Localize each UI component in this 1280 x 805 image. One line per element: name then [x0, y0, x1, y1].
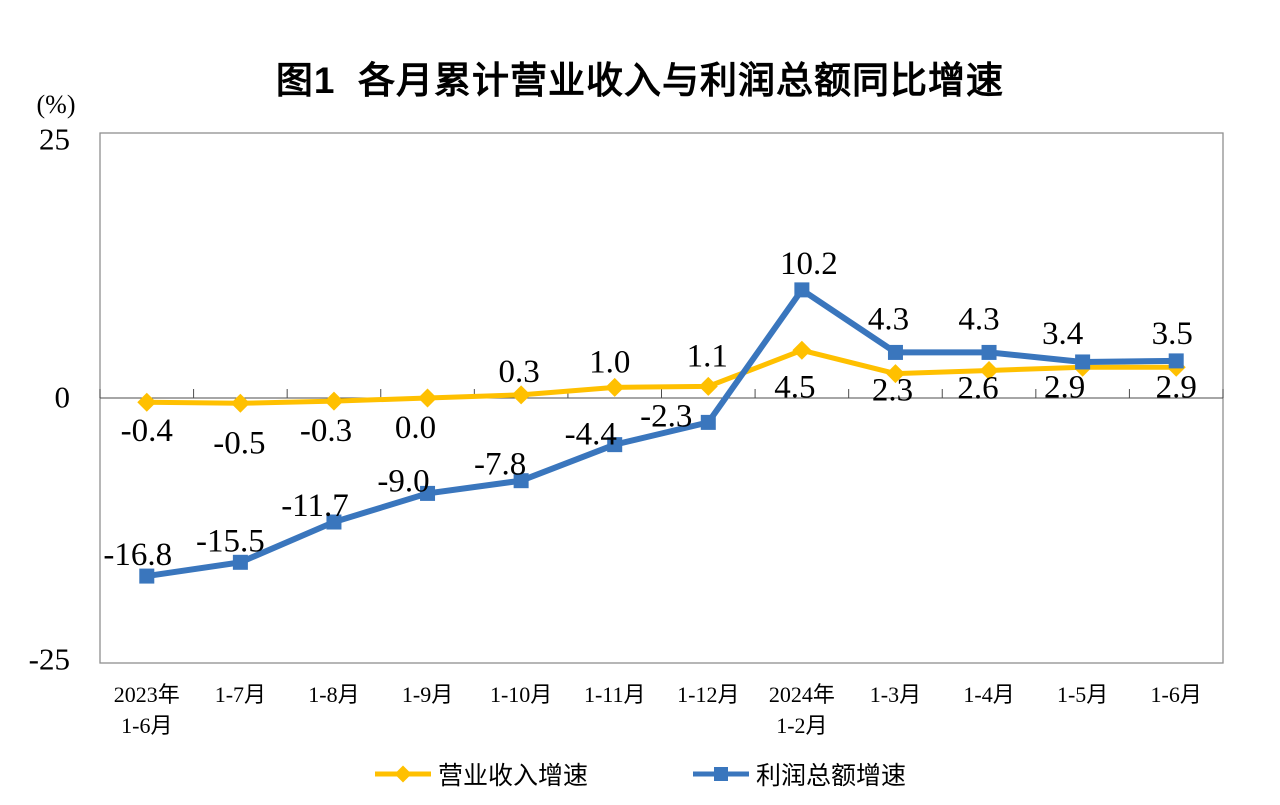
x-axis-label: 1-7月	[215, 682, 266, 707]
square-marker	[981, 344, 997, 360]
square-marker	[139, 568, 155, 584]
data-label: -7.8	[474, 447, 526, 483]
square-marker	[1168, 353, 1184, 369]
data-label: -11.7	[281, 488, 349, 524]
square-marker	[1075, 354, 1091, 370]
diamond-marker	[511, 385, 531, 405]
data-label: -4.4	[565, 417, 617, 453]
square-marker	[700, 414, 716, 430]
diamond-marker	[230, 393, 250, 413]
square-marker	[232, 554, 248, 570]
data-label: -9.0	[377, 463, 429, 499]
data-label: -15.5	[196, 523, 265, 559]
data-label: 1.0	[589, 344, 630, 380]
y-axis-tick-label: 0	[55, 380, 71, 415]
legend-label: 营业收入增速	[437, 763, 588, 790]
diamond-marker	[698, 376, 718, 396]
x-axis-label: 1-9月	[402, 682, 453, 707]
legend-item-profit-growth: 利润总额增速	[692, 756, 906, 792]
legend: 营业收入增速 利润总额增速	[0, 756, 1280, 792]
data-label: 3.4	[1042, 316, 1083, 352]
diamond-marker	[605, 377, 625, 397]
data-label: 4.3	[958, 301, 999, 337]
chart-title: 图1 各月累计营业收入与利润总额同比增速	[275, 60, 1005, 101]
x-axis-label: 1-6月	[1151, 682, 1202, 707]
legend-square-icon	[693, 767, 749, 781]
square-marker	[607, 437, 623, 453]
data-label: -0.4	[121, 413, 173, 449]
square-marker	[326, 514, 342, 530]
diamond-marker	[792, 340, 812, 360]
data-label: 10.2	[780, 246, 838, 282]
data-label: -0.5	[213, 425, 265, 461]
x-axis-label: 1-3月	[870, 682, 921, 707]
diamond-marker	[324, 391, 344, 411]
y-axis-tick-label: -25	[29, 642, 70, 677]
x-axis-label: 2024年	[769, 682, 835, 707]
data-label: 0.3	[499, 354, 540, 390]
diamond-marker	[418, 388, 438, 408]
legend-diamond-icon	[374, 765, 431, 783]
data-label: -2.3	[640, 398, 692, 434]
y-axis-unit-label: (%)	[37, 90, 76, 119]
data-label: 1.1	[687, 338, 728, 374]
x-axis-label: 1-5月	[1057, 682, 1108, 707]
data-label: 4.3	[868, 301, 909, 337]
legend-item-revenue-growth: 营业收入增速	[374, 756, 588, 792]
data-label: 3.5	[1152, 316, 1193, 352]
x-axis-label: 2023年	[114, 682, 180, 707]
x-axis-label: 1-4月	[963, 682, 1014, 707]
x-axis-label: 1-8月	[308, 682, 359, 707]
data-label: 2.9	[1044, 369, 1085, 405]
data-label: -16.8	[103, 537, 172, 573]
x-axis-label: 1-12月	[677, 682, 739, 707]
square-marker	[513, 473, 529, 489]
diamond-marker	[979, 360, 999, 380]
square-marker	[794, 282, 810, 298]
legend-diamond	[394, 765, 412, 783]
square-marker	[887, 344, 903, 360]
y-axis-tick-label: 25	[39, 122, 70, 157]
data-label: 4.5	[774, 369, 815, 405]
revenue-growth-series-line	[146, 347, 1177, 406]
legend-label: 利润总额增速	[756, 763, 907, 790]
square-marker	[420, 485, 436, 501]
x-axis-label: 1-10月	[490, 682, 552, 707]
profit-growth-series-line	[146, 285, 1177, 580]
diamond-marker	[137, 392, 157, 412]
x-axis-label: 1-2月	[776, 713, 827, 738]
data-label: 2.6	[957, 370, 998, 406]
data-label: -0.3	[300, 413, 352, 449]
diamond-marker	[885, 364, 905, 384]
data-label: 0.0	[395, 410, 436, 446]
legend-square	[714, 767, 728, 781]
x-axis-label: 1-6月	[121, 713, 172, 738]
data-label: 2.3	[872, 373, 913, 409]
data-label: 2.9	[1156, 369, 1197, 405]
x-axis-label: 1-11月	[584, 682, 646, 707]
